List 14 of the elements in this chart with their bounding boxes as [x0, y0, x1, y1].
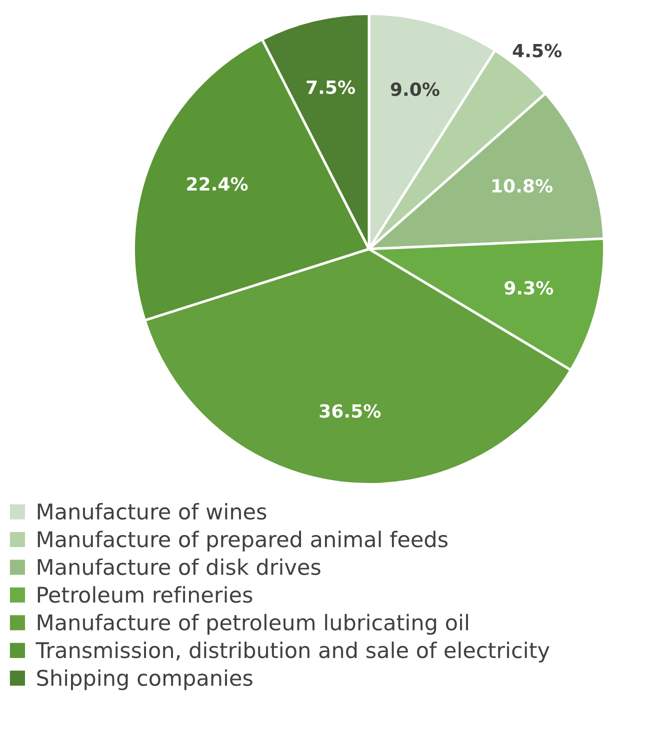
data-label: 10.8%: [492, 178, 552, 193]
legend-label: Manufacture of disk drives: [38, 558, 320, 576]
data-label: 4.5%: [512, 44, 562, 58]
legend-label: Manufacture of wines: [38, 503, 266, 520]
data-label: 22.4%: [187, 177, 248, 191]
legend-label: Transmission, distribution and sale of electricity: [36, 642, 550, 662]
data-label: 7.5%: [306, 80, 356, 94]
legend-label: Manufacture of prepared animal feeds: [38, 530, 448, 552]
legend-label: Shipping companies: [37, 669, 252, 690]
data-label: 9.0%: [390, 82, 440, 96]
data-label: 9.3%: [504, 281, 554, 295]
legend-label: Manufacture of petroleum lubricating oil: [38, 614, 468, 635]
legend-label: Petroleum refineries: [38, 586, 252, 603]
data-label: 36.5%: [320, 404, 381, 418]
